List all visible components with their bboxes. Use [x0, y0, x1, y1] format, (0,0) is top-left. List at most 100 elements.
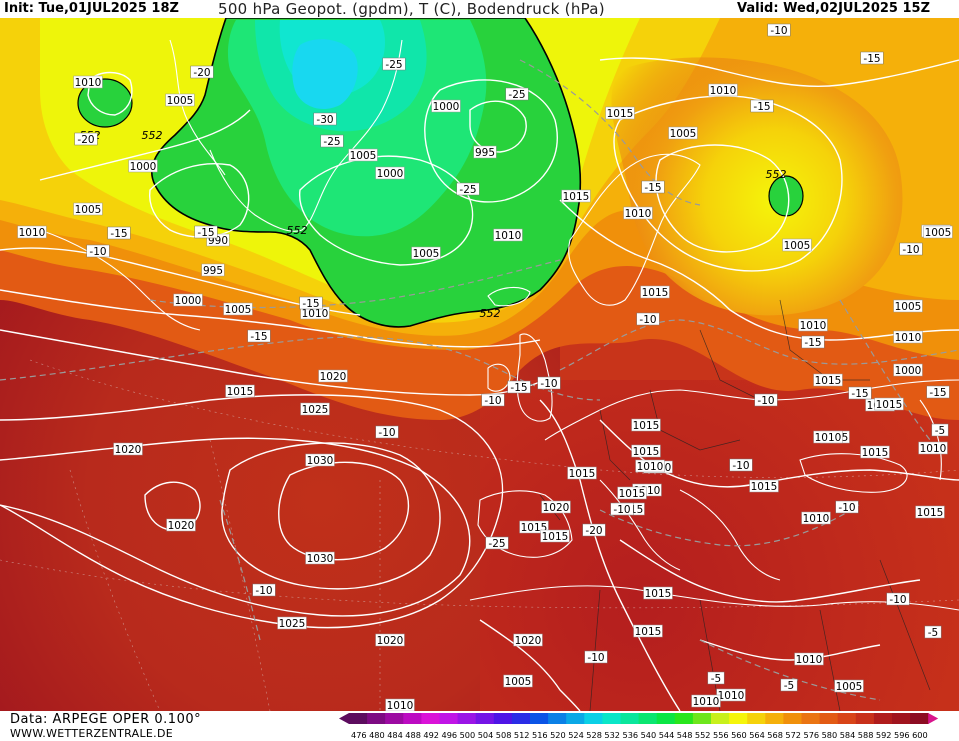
- temperature-label: -10: [86, 244, 110, 258]
- isobar-label: 1015: [605, 106, 635, 120]
- temperature-label: -15: [194, 225, 218, 239]
- isobar-label: 1015: [860, 445, 890, 459]
- temperature-label: -10: [767, 23, 791, 37]
- temperature-label: -15: [848, 386, 872, 400]
- scale-tick-label: 536: [623, 730, 639, 740]
- label-box: [750, 99, 774, 113]
- label-text: 1010: [625, 208, 652, 220]
- label-box: [617, 486, 647, 500]
- label-text: 1000: [175, 295, 202, 307]
- valid-time: Valid: Wed,02JUL2025 15Z: [737, 1, 930, 16]
- temperature-label: -10: [375, 425, 399, 439]
- trough-core-blue: [292, 39, 358, 110]
- isobar: [221, 442, 441, 590]
- label-text: -30: [316, 114, 333, 126]
- color-scale: 476 480 484 488 492 496 500 504 508 512 516 520 524 5…: [339, 713, 939, 740]
- label-text: -10: [540, 378, 557, 390]
- scale-swatch: [439, 713, 459, 724]
- label-text: 1010: [302, 308, 329, 320]
- isobar-label: 1015: [643, 586, 673, 600]
- label-box: [313, 112, 337, 126]
- label-box: [165, 93, 195, 107]
- coast-greenland: [209, 39, 403, 232]
- isobar-label: 1010: [635, 459, 665, 473]
- label-box: [794, 652, 824, 666]
- label-text: 1010: [803, 513, 830, 525]
- scale-swatch: [729, 713, 748, 724]
- scale-swatch: [385, 713, 404, 724]
- temperature-lines: [0, 59, 959, 701]
- scale-swatch: [837, 713, 857, 724]
- isobar: [39, 109, 251, 181]
- scale-tick-label: 580: [822, 730, 838, 740]
- isobar-label: 1000: [893, 363, 923, 377]
- scale-arrow-right: [928, 713, 939, 724]
- isobar: [613, 95, 843, 272]
- label-box: [924, 625, 942, 639]
- label-box: [767, 23, 791, 37]
- label-text: 1005: [670, 128, 697, 140]
- isobar: [144, 481, 201, 531]
- temp-line: [599, 504, 860, 547]
- label-text: 1010: [710, 85, 737, 97]
- label-text: -15: [250, 331, 267, 343]
- isobar-label: 1000: [128, 159, 158, 173]
- scale-swatch: [819, 713, 839, 724]
- temperature-label: -15: [247, 329, 271, 343]
- isobar-label: 995: [201, 263, 225, 277]
- label-box: [635, 459, 665, 473]
- label-box: [813, 430, 843, 444]
- label-box: [473, 145, 497, 159]
- scale-arrow-left: [339, 713, 349, 724]
- isobar-label: 1010: [798, 318, 828, 332]
- label-box: [190, 65, 214, 79]
- label-text: -10: [770, 25, 787, 37]
- label-text: 1015: [569, 468, 596, 480]
- isobar-label: 1020: [513, 633, 543, 647]
- label-box: [305, 551, 335, 565]
- label-box: [668, 126, 698, 140]
- label-text: 1025: [279, 618, 306, 630]
- label-box: [610, 502, 634, 516]
- isobar-label: 1015: [617, 486, 647, 500]
- scale-tick-label: 596: [894, 730, 910, 740]
- scale-swatch: [403, 713, 422, 724]
- label-box: [375, 633, 405, 647]
- isobar: [0, 289, 541, 348]
- scale-tick-label: 476: [351, 730, 367, 740]
- label-box: [73, 202, 103, 216]
- isobar-label: 1030: [305, 453, 335, 467]
- label-text: 1015: [635, 626, 662, 638]
- isobar: [699, 639, 881, 661]
- label-text: -10: [484, 395, 501, 407]
- label-box: [503, 674, 533, 688]
- label-text: 1010: [815, 432, 842, 444]
- scale-tick-label: 560: [731, 730, 747, 740]
- label-text: 1005: [836, 681, 863, 693]
- scale-tick-label: 540: [641, 730, 657, 740]
- label-text: 1010: [718, 690, 745, 702]
- label-text: 1020: [515, 635, 542, 647]
- isobar-label: 1015: [633, 624, 663, 638]
- temperature-label: -10: [584, 650, 608, 664]
- label-text: 1010: [800, 320, 827, 332]
- isobar-label: 1030: [305, 551, 335, 565]
- label-box: [834, 679, 864, 693]
- scale-swatch: [711, 713, 730, 724]
- scale-tick-label: 564: [749, 730, 765, 740]
- label-box: [507, 380, 531, 394]
- scale-tick-label: 492: [423, 730, 439, 740]
- label-text: -10: [732, 460, 749, 472]
- coast-blacksea: [799, 453, 908, 493]
- temperature-label: -20: [582, 523, 606, 537]
- label-text: 1015: [563, 191, 590, 203]
- isobar-label: 1015: [631, 444, 661, 458]
- isobar: [619, 539, 921, 603]
- scale-tick-label: 496: [442, 730, 458, 740]
- temperature-label: -10: [252, 583, 276, 597]
- temperature-label: -10: [729, 458, 753, 472]
- label-text: -25: [508, 89, 525, 101]
- label-box: [801, 335, 825, 349]
- isobar-label: 1010: [73, 75, 103, 89]
- label-box: [277, 616, 307, 630]
